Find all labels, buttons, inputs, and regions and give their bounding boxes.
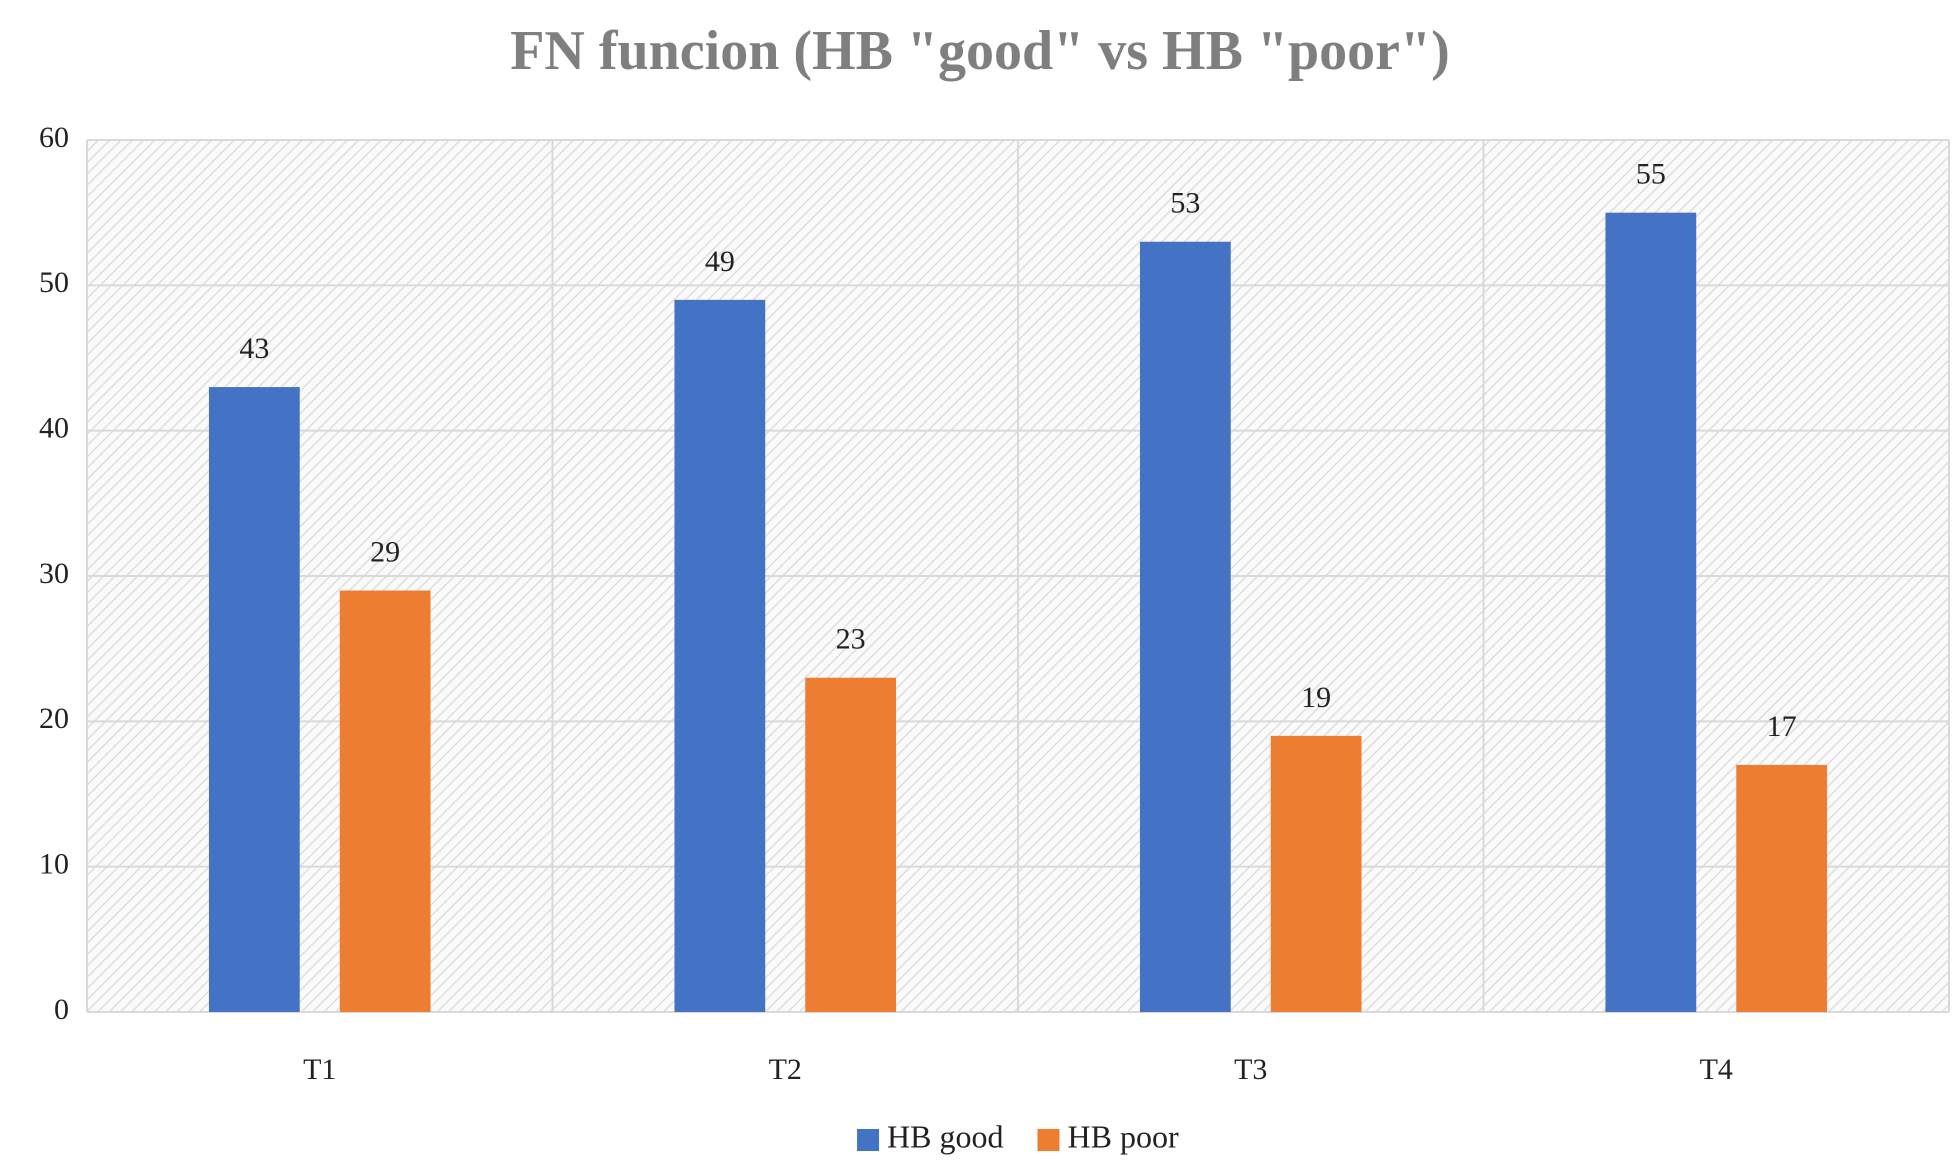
data-label: 49 [705, 245, 735, 278]
y-tick-label: 10 [39, 848, 69, 881]
chart-title: FN funcion (HB "good" vs HB "poor") [510, 20, 1450, 82]
bar [1139, 241, 1231, 1012]
y-tick-label: 0 [54, 993, 69, 1026]
legend-label: HB good [887, 1118, 1003, 1154]
data-label: 29 [370, 535, 400, 568]
y-tick-label: 20 [39, 702, 69, 735]
y-tick-label: 40 [39, 412, 69, 445]
x-tick-label: T4 [1700, 1053, 1733, 1086]
y-tick-label: 60 [39, 121, 69, 154]
y-tick-label: 50 [39, 266, 69, 299]
bar [339, 590, 431, 1012]
bar [1605, 212, 1697, 1012]
legend-swatch [857, 1129, 880, 1151]
data-label: 19 [1301, 681, 1331, 714]
data-label: 43 [239, 332, 269, 365]
data-label: 55 [1636, 158, 1666, 191]
data-label: 17 [1767, 710, 1797, 743]
bar [1736, 764, 1828, 1012]
y-tick-label: 30 [39, 557, 69, 590]
x-tick-label: T3 [1234, 1053, 1267, 1086]
bar [208, 387, 300, 1013]
data-label: 53 [1170, 187, 1200, 220]
bar [1270, 735, 1362, 1012]
bar [805, 677, 897, 1012]
bar [674, 299, 766, 1012]
legend-swatch [1037, 1129, 1060, 1151]
x-tick-label: T1 [303, 1053, 336, 1086]
x-tick-label: T2 [769, 1053, 802, 1086]
data-label: 23 [836, 623, 866, 656]
legend-label: HB poor [1068, 1118, 1179, 1154]
